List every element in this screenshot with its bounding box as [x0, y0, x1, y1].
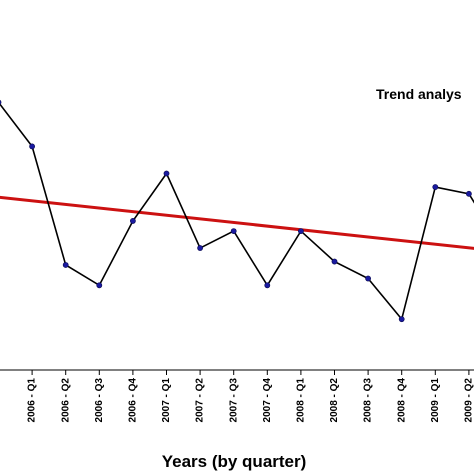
x-tick-label: 2006 - Q1 [27, 378, 38, 423]
data-point [297, 228, 304, 234]
x-axis-label: Years (by quarter) [162, 452, 307, 471]
x-tick-label: 2008 - Q1 [296, 378, 307, 423]
trend-line-layer [0, 195, 474, 250]
x-tick-label: 2008 - Q3 [363, 378, 374, 423]
trend-line [0, 195, 474, 250]
data-point [29, 143, 35, 150]
x-tick-label: 2006 - Q2 [60, 378, 71, 423]
x-tick-label: 2009 - Q1 [430, 378, 441, 423]
series-line [0, 102, 474, 321]
x-tick-label: 2006 - Q4 [128, 378, 139, 423]
x-tick-label: 2008 - Q2 [329, 378, 340, 423]
data-point [365, 275, 371, 282]
data-point [398, 316, 405, 323]
x-tick-label: 2007 - Q3 [228, 378, 239, 423]
x-tick-labels: - 2006 - Q1 2006 - Q2 2006 - Q3 2006 - Q4 200… [0, 378, 474, 423]
data-point [62, 262, 69, 268]
data-point [432, 184, 439, 190]
x-tick-label: - [0, 378, 4, 381]
axes [0, 369, 474, 375]
x-tick-label: 2007 - Q2 [195, 378, 206, 423]
x-tick-label: 2006 - Q3 [94, 378, 105, 423]
x-tick-label: 2009 - Q2 [464, 378, 474, 423]
x-tick-label: 2007 - Q1 [161, 378, 172, 423]
trend-annotation: Trend analys [376, 86, 462, 102]
data-point [0, 99, 2, 105]
x-tick-label: 2008 - Q4 [396, 378, 407, 423]
series-layer [0, 99, 474, 323]
data-point [264, 282, 271, 289]
data-point [230, 228, 237, 234]
data-point [465, 190, 472, 197]
x-tick-label: 2007 - Q4 [262, 378, 273, 423]
data-point [331, 258, 338, 265]
data-point [129, 218, 136, 224]
data-point [96, 282, 103, 289]
data-point [197, 245, 203, 251]
data-point [163, 170, 170, 177]
